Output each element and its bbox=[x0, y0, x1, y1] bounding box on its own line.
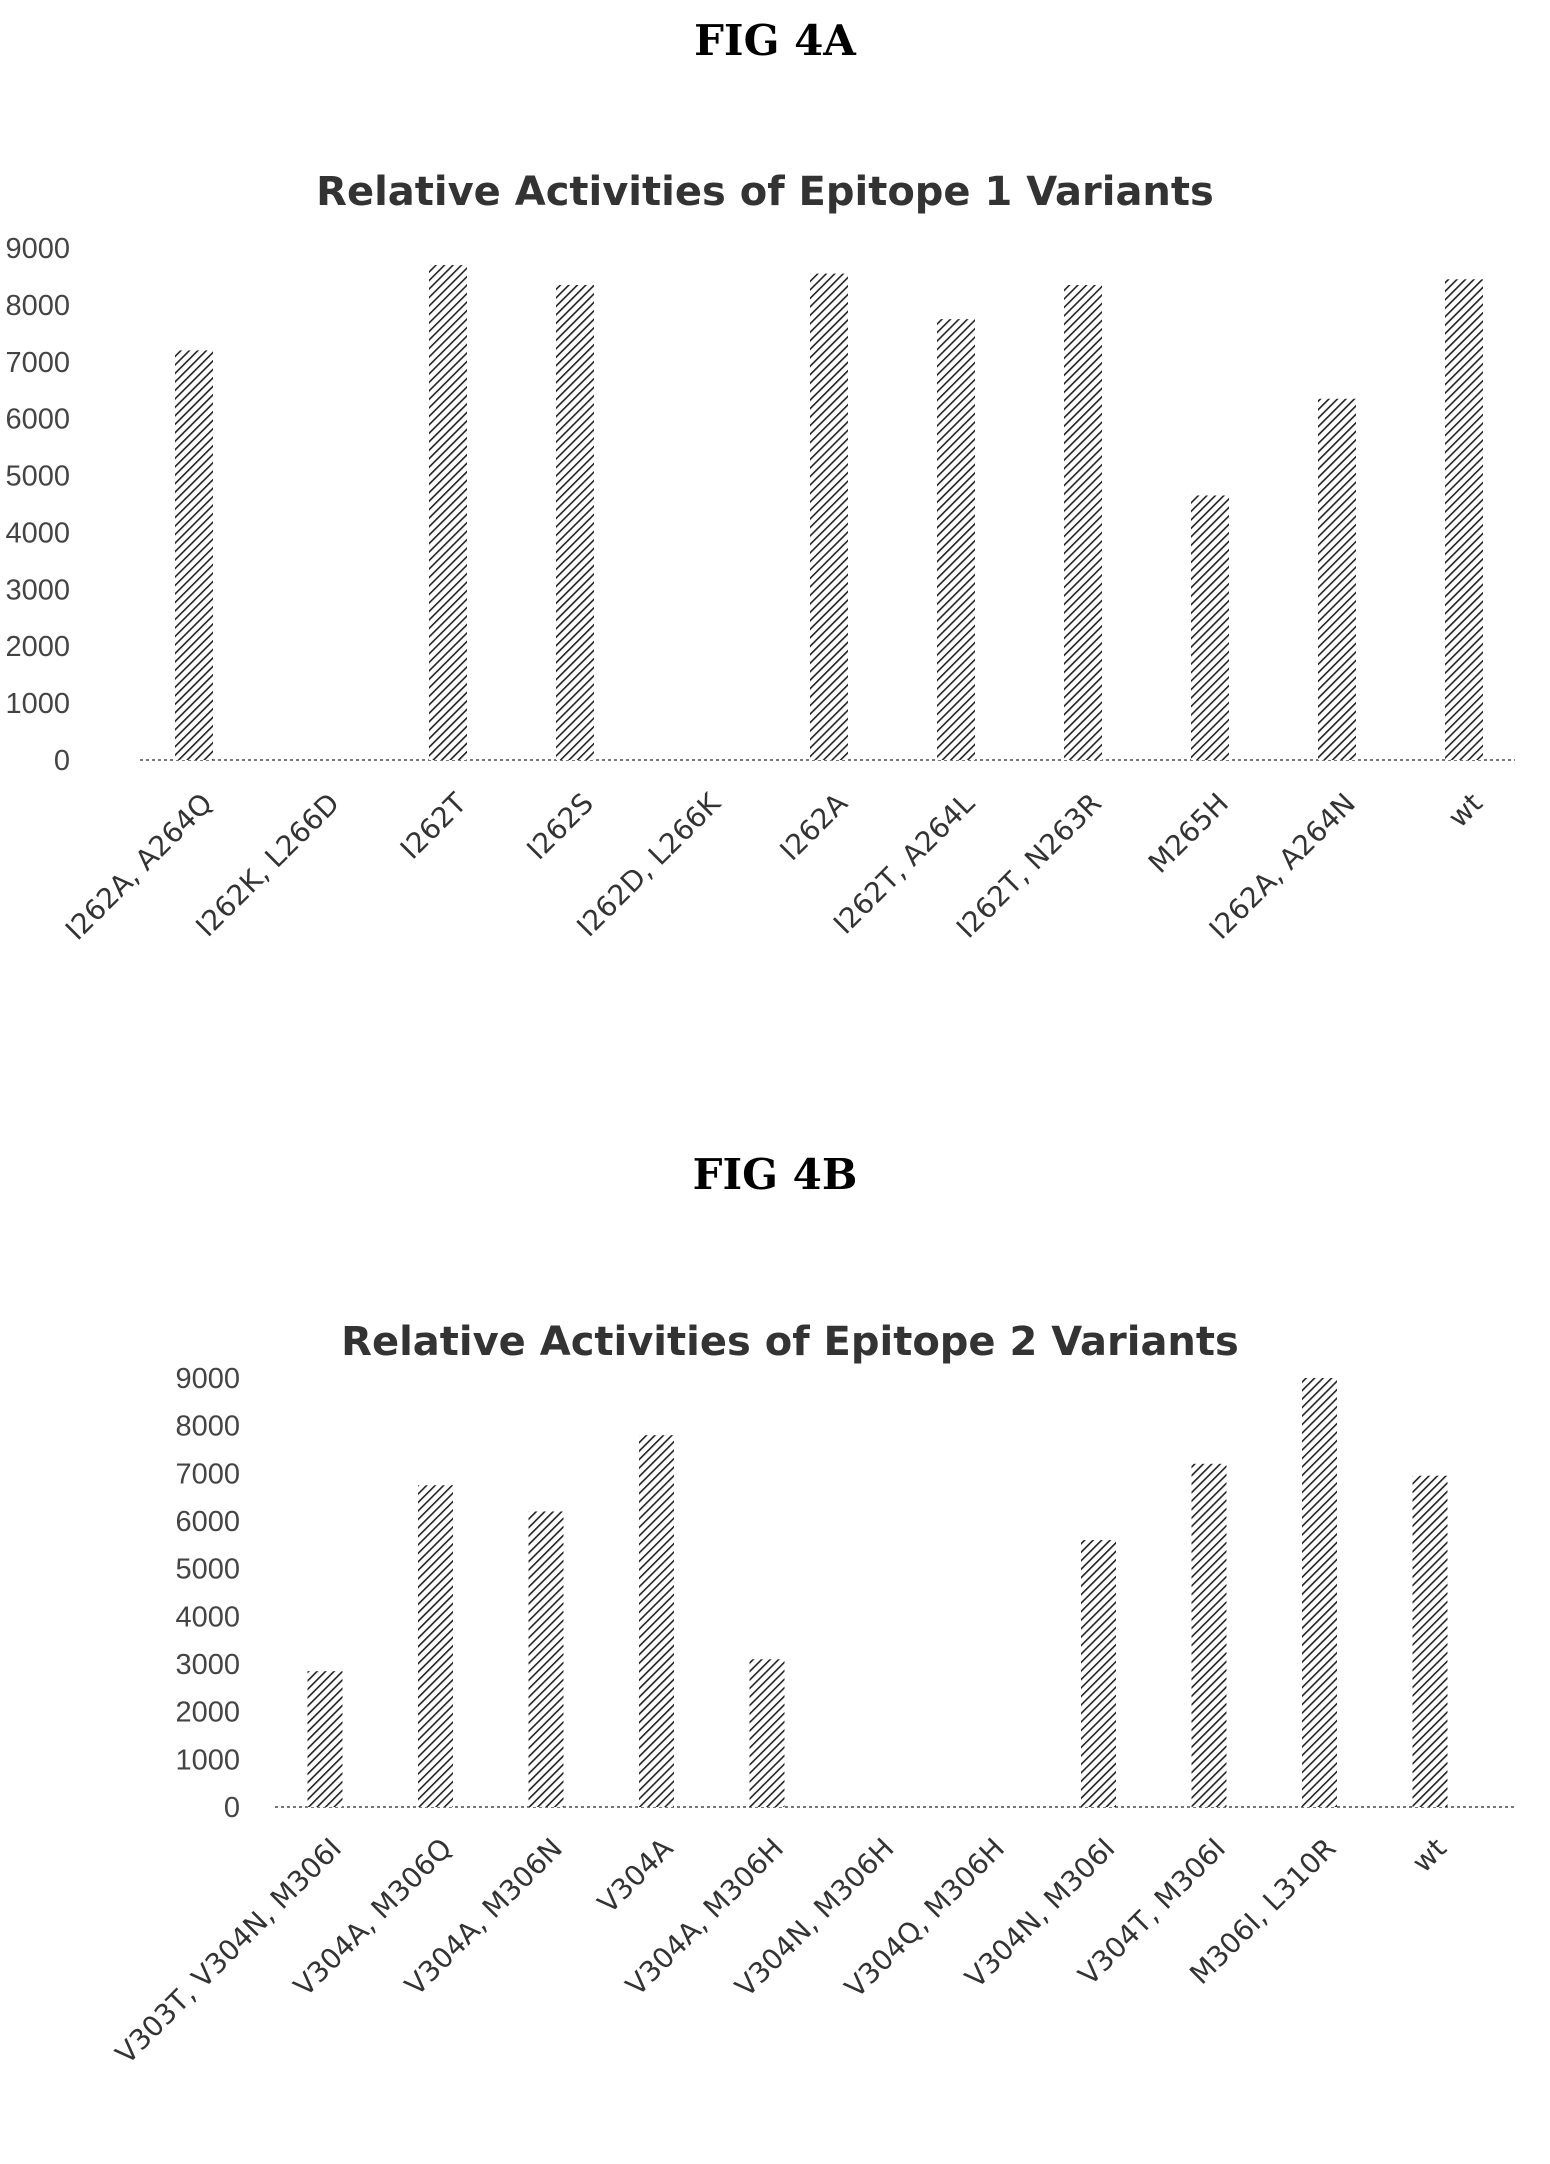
bar bbox=[639, 1435, 674, 1807]
bar bbox=[1064, 284, 1102, 760]
y-tick-label: 8000 bbox=[5, 290, 70, 322]
y-tick-label: 2000 bbox=[5, 631, 70, 663]
figure-label-4b: FIG 4B bbox=[692, 1150, 858, 1199]
y-tick-label: 4000 bbox=[5, 517, 70, 549]
bar bbox=[1318, 398, 1356, 760]
category-label: M265H bbox=[1142, 787, 1235, 880]
y-tick-label: 3000 bbox=[5, 574, 70, 606]
bar bbox=[1191, 495, 1229, 760]
bar bbox=[1191, 1463, 1227, 1807]
category-label: I262A bbox=[773, 787, 854, 868]
category-label: wt bbox=[1442, 787, 1489, 834]
y-tick-label: 1000 bbox=[5, 688, 70, 720]
y-tick-label: 9000 bbox=[5, 233, 70, 265]
y-tick-label: 3000 bbox=[175, 1649, 240, 1681]
chart-title: Relative Activities of Epitope 2 Variant… bbox=[341, 1319, 1239, 1365]
category-label: V303T, V304N, M306I bbox=[109, 1832, 348, 2071]
bar bbox=[429, 265, 467, 760]
bar bbox=[1445, 279, 1483, 760]
chart-title: Relative Activities of Epitope 1 Variant… bbox=[316, 169, 1214, 215]
y-tick-label: 7000 bbox=[5, 347, 70, 379]
y-tick-label: 4000 bbox=[175, 1601, 240, 1633]
bar bbox=[749, 1659, 785, 1807]
category-label: I262S bbox=[520, 787, 600, 867]
bar bbox=[1412, 1475, 1448, 1807]
bar bbox=[810, 273, 848, 760]
bar bbox=[307, 1671, 343, 1807]
bar bbox=[937, 319, 975, 760]
y-tick-label: 6000 bbox=[175, 1506, 240, 1538]
category-label: V304A bbox=[591, 1832, 679, 1920]
y-tick-label: 9000 bbox=[175, 1363, 240, 1395]
y-tick-label: 5000 bbox=[5, 461, 70, 493]
y-tick-label: 6000 bbox=[5, 404, 70, 436]
y-tick-label: 1000 bbox=[175, 1744, 240, 1776]
y-tick-label: 5000 bbox=[175, 1554, 240, 1586]
y-tick-label: 8000 bbox=[175, 1411, 240, 1443]
bar bbox=[175, 350, 213, 760]
y-tick-label: 2000 bbox=[175, 1697, 240, 1729]
y-tick-label: 0 bbox=[54, 745, 70, 777]
bar bbox=[556, 284, 594, 760]
bar bbox=[1302, 1378, 1337, 1807]
category-label: I262T bbox=[394, 786, 474, 866]
y-tick-label: 0 bbox=[224, 1792, 240, 1824]
chart-epitope-1: Relative Activities of Epitope 1 Variant… bbox=[5, 169, 1515, 947]
bar bbox=[418, 1485, 453, 1807]
bar bbox=[1081, 1540, 1116, 1807]
figure-label-4a: FIG 4A bbox=[694, 16, 856, 65]
y-tick-label: 7000 bbox=[175, 1458, 240, 1490]
bar bbox=[528, 1511, 564, 1807]
category-label: wt bbox=[1406, 1832, 1453, 1879]
chart-epitope-2: Relative Activities of Epitope 2 Variant… bbox=[109, 1319, 1515, 2071]
